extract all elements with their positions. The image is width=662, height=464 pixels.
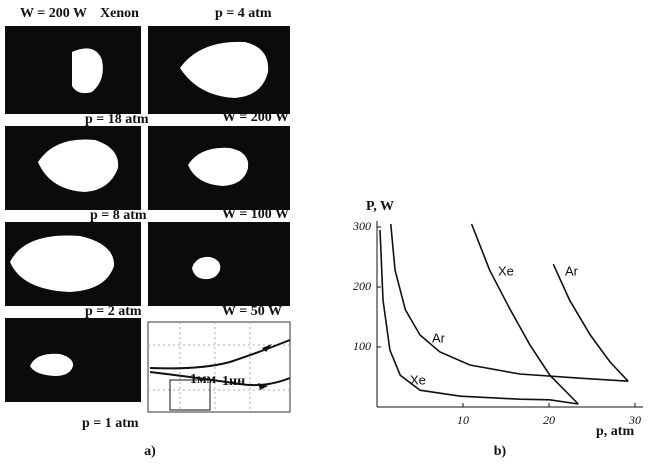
- discharge: [192, 256, 221, 280]
- inset-arrow: [258, 344, 272, 390]
- curve-label: Ar: [565, 263, 579, 278]
- inset-label: 1нн: [222, 374, 245, 389]
- photo-label: Xenon: [100, 6, 139, 21]
- photo-label: W = 200 W: [20, 6, 87, 21]
- curve-label: Ar: [432, 330, 446, 345]
- discharge: [188, 147, 249, 186]
- y-axis-label: P, W: [366, 199, 394, 214]
- photo-label: p = 18 atm: [85, 112, 149, 127]
- caption: a): [144, 444, 156, 459]
- inset-scale-box: [169, 379, 211, 411]
- discharge: [72, 48, 103, 94]
- photo: [5, 318, 141, 402]
- curve: [389, 223, 629, 382]
- y-tick-label: 200: [353, 279, 371, 293]
- discharge: [180, 41, 269, 98]
- photo-label: p = 1 atm: [82, 416, 139, 431]
- discharge: [38, 139, 119, 192]
- x-tick-label: 30: [628, 413, 641, 427]
- curve-label: Xe: [498, 263, 514, 278]
- x-axis-label: p, atm: [596, 424, 634, 439]
- photographs: [5, 26, 291, 413]
- inset-curve: [149, 339, 291, 370]
- photo-label: p = 2 atm: [85, 304, 142, 319]
- discharge: [10, 235, 115, 292]
- x-tick-label: 20: [543, 413, 555, 427]
- y-tick-label: 300: [352, 219, 371, 233]
- inset-grid: [148, 322, 290, 412]
- panel-a-labels: W = 200 W Xenon p = 4 atm p = 18 atm W = 200…: [20, 6, 289, 431]
- inset-frame: [147, 321, 291, 413]
- photo-label: p = 8 atm: [90, 208, 147, 223]
- inset-curve: [149, 371, 291, 387]
- photo-label: W = 200 W: [222, 110, 289, 125]
- curve: [552, 263, 629, 382]
- curve-label: Xe: [410, 372, 426, 387]
- chart: 10 20 30 100 200 300 Xe Xe Ar Ar: [352, 219, 643, 427]
- photo-label: W = 100 W: [222, 207, 289, 222]
- photo-label: W = 50 W: [222, 304, 282, 319]
- inset-label: 1мм: [190, 372, 217, 387]
- curve: [470, 223, 579, 405]
- x-tick-label: 10: [457, 413, 469, 427]
- curve: [379, 229, 579, 405]
- discharge: [30, 353, 74, 376]
- y-tick-label: 100: [353, 339, 371, 353]
- caption: b): [494, 444, 507, 459]
- photo-label: p = 4 atm: [215, 6, 272, 21]
